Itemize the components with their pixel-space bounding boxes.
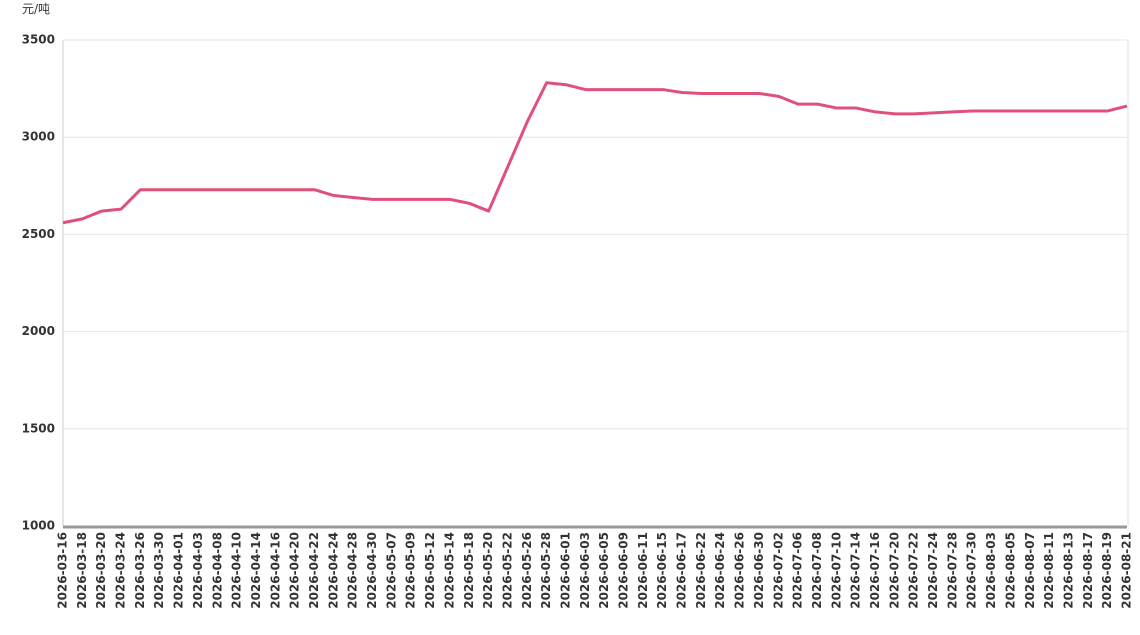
x-tick-label: 2026-04-28 [346,532,360,609]
x-tick-label: 2026-04-24 [326,532,340,609]
x-tick-label: 2026-08-07 [1023,532,1037,609]
x-tick-label: 2026-05-14 [442,532,456,609]
x-tick-label: 2026-06-30 [752,532,766,609]
x-tick-label: 2026-08-05 [1003,532,1017,609]
x-tick-label: 2026-05-28 [539,532,553,609]
x-tick-label: 2026-03-26 [133,532,147,609]
x-tick-label: 2026-06-11 [636,532,650,609]
x-tick-label: 2026-04-30 [365,532,379,609]
data-line [62,81,1128,225]
x-tick-label: 2026-05-12 [423,532,437,609]
x-tick-label: 2026-03-24 [114,532,128,609]
x-tick-label: 2026-07-24 [926,532,940,609]
x-tick-label: 2026-07-14 [849,532,863,609]
x-tick-label: 2026-07-08 [810,532,824,609]
x-tick-label: 2026-06-03 [578,532,592,609]
y-axis-label: 元/吨 [22,2,50,16]
x-tick-label: 2026-06-26 [733,532,747,609]
x-tick-label: 2026-06-05 [597,532,611,609]
x-tick-label: 2026-07-30 [965,532,979,609]
x-tick-label: 2026-07-28 [945,532,959,609]
x-tick-label: 2026-06-01 [558,532,572,609]
x-tick-label: 2026-04-01 [172,532,186,609]
x-tick-label: 2026-08-03 [984,532,998,609]
y-tick-label: 3500 [22,33,55,47]
x-tick-label: 2026-06-22 [694,532,708,609]
x-tick-label: 2026-08-19 [1100,532,1114,609]
x-tick-label: 2026-03-16 [56,532,70,609]
y-tick-label: 1500 [22,421,55,435]
x-tick-label: 2026-06-09 [617,532,631,609]
x-tick-label: 2026-05-09 [404,532,418,609]
x-tick-label: 2026-04-10 [230,532,244,609]
y-tick-label: 2000 [22,324,55,338]
y-tick-label: 2500 [22,227,55,241]
x-tick-label: 2026-05-22 [500,532,514,609]
x-tick-label: 2026-08-17 [1081,532,1095,609]
x-tick-label: 2026-05-20 [481,532,495,609]
x-tick-label: 2026-06-15 [655,532,669,609]
x-tick-label: 2026-06-24 [713,532,727,609]
x-tick-label: 2026-03-18 [75,532,89,609]
x-tick-label: 2026-04-20 [288,532,302,609]
x-tick-label: 2026-08-13 [1061,532,1075,609]
x-tick-label: 2026-03-30 [152,532,166,609]
x-tick-label: 2026-07-10 [829,532,843,609]
x-tick-label: 2026-06-17 [675,532,689,609]
x-tick-label: 2026-05-07 [384,532,398,609]
x-tick-label: 2026-05-18 [462,532,476,609]
x-tick-label: 2026-04-14 [249,532,263,609]
x-tick-label: 2026-04-08 [210,532,224,609]
x-tick-label: 2026-04-16 [268,532,282,609]
x-tick-label: 2026-07-20 [887,532,901,609]
x-tick-label: 2026-08-11 [1042,532,1056,609]
x-tick-label: 2026-08-21 [1120,532,1134,609]
x-tick-label: 2026-07-06 [791,532,805,609]
y-tick-label: 3000 [22,130,55,144]
x-tick-label: 2026-05-26 [520,532,534,609]
x-tick-label: 2026-04-03 [191,532,205,609]
x-tick-label: 2026-07-16 [868,532,882,609]
x-tick-label: 2026-07-22 [907,532,921,609]
y-tick-label: 1000 [22,519,55,533]
x-tick-label: 2026-04-22 [307,532,321,609]
x-tick-label: 2026-07-02 [771,532,785,609]
x-tick-label: 2026-03-20 [94,532,108,609]
